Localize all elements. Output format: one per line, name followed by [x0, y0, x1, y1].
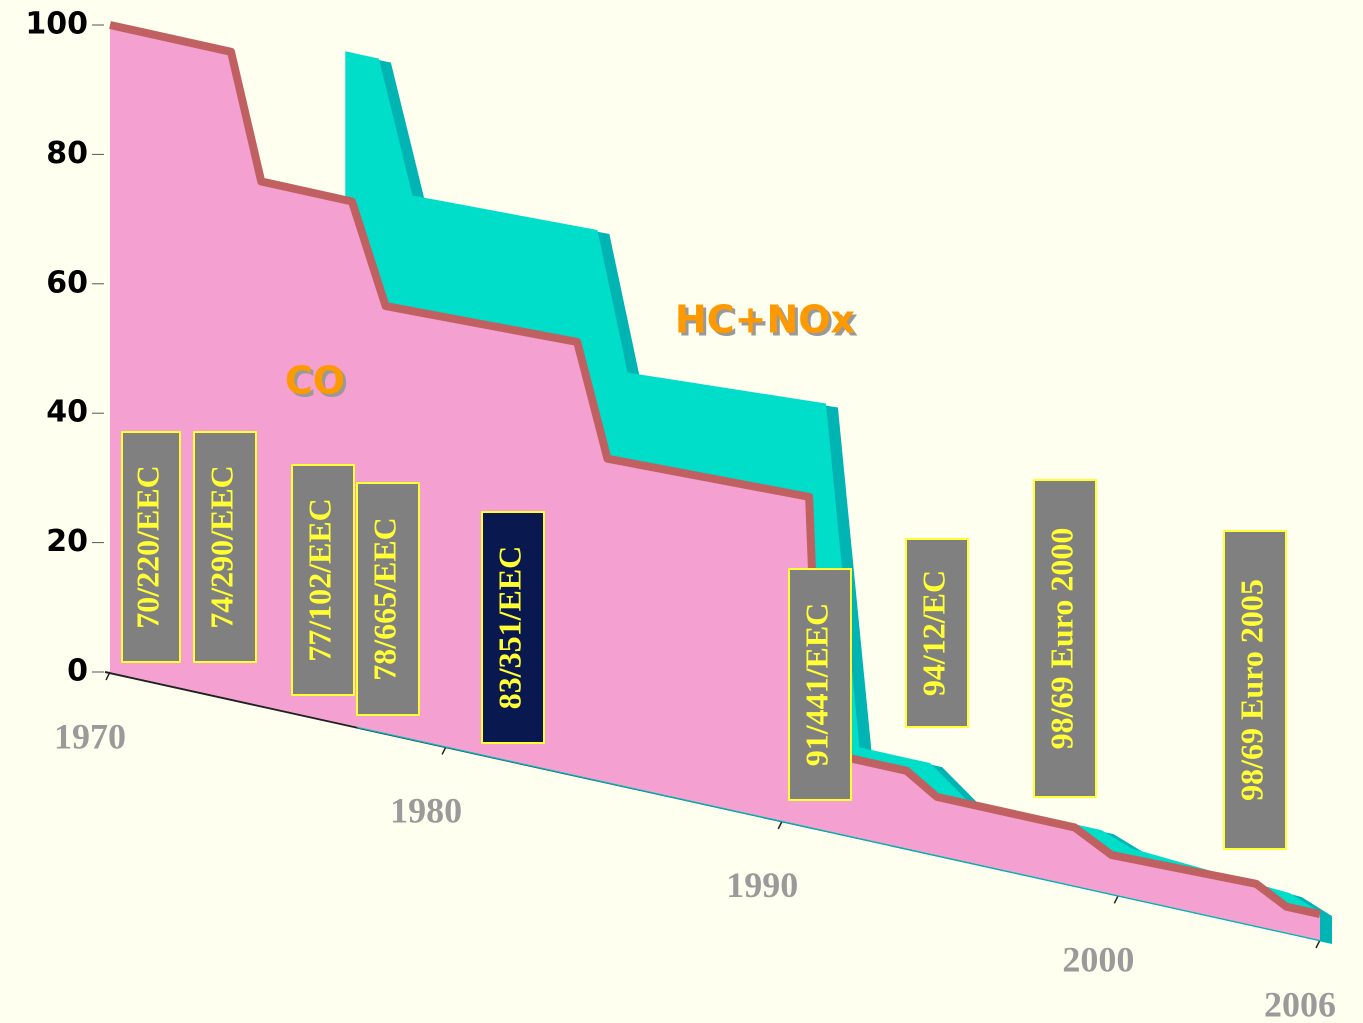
x-tick	[105, 671, 111, 681]
x-tick-label: 1990	[726, 865, 798, 905]
y-tick-label: 40	[46, 395, 88, 430]
directive-label: 91/441/EEC	[798, 603, 834, 767]
series-label-shadow: HC+NOx	[678, 301, 858, 345]
directive-label: 94/12/EC	[915, 570, 951, 696]
directive-box	[121, 431, 181, 663]
series-label: CO	[285, 359, 345, 403]
series-label-shadow: CO	[288, 362, 348, 406]
directive-label: 74/290/EEC	[203, 465, 239, 629]
directive-label: 70/220/EEC	[129, 465, 165, 629]
y-tick-label: 80	[46, 136, 88, 171]
x-tick	[441, 746, 447, 755]
y-tick-label: 60	[46, 265, 88, 300]
x-tick-label: 1980	[390, 791, 462, 831]
x-tick	[1315, 939, 1321, 949]
x-tick-label: 2000	[1062, 940, 1134, 980]
directive-box	[1223, 530, 1287, 850]
directive-label: 98/69 Euro 2000	[1043, 528, 1079, 750]
y-tick-label: 20	[46, 524, 88, 559]
directive-label: 77/102/EEC	[301, 498, 337, 662]
directive-box	[193, 431, 257, 663]
directive-box	[481, 511, 545, 744]
y-tick-label: 0	[67, 654, 88, 689]
x-tick	[777, 820, 783, 830]
directive-label: 83/351/EEC	[491, 546, 527, 710]
directive-label: 78/665/EEC	[366, 517, 402, 681]
directive-box	[905, 538, 969, 728]
directive-label: 98/69 Euro 2005	[1233, 579, 1269, 801]
directive-box	[788, 568, 852, 801]
directive-box	[356, 482, 420, 716]
directive-box	[1033, 479, 1097, 798]
x-tick-label: 1970	[54, 716, 126, 756]
y-tick-label: 100	[25, 7, 88, 42]
directive-box	[291, 464, 355, 696]
series-label: HC+NOx	[675, 298, 855, 342]
x-tick-label: 2006	[1264, 984, 1336, 1023]
x-tick	[1113, 894, 1120, 904]
